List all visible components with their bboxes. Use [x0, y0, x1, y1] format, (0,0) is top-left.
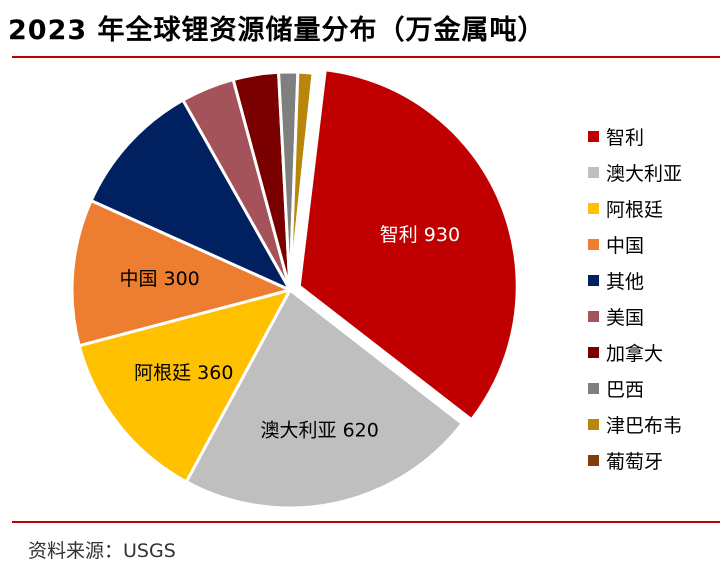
legend-item: 其他 — [588, 262, 682, 298]
bottom-divider — [12, 521, 720, 523]
legend-label: 智利 — [606, 126, 645, 149]
legend-swatch — [588, 274, 599, 286]
slice-data-label: 中国 300 — [119, 268, 199, 290]
chart-legend: 智利澳大利亚阿根廷中国其他美国加拿大巴西津巴布韦葡萄牙 — [588, 118, 682, 478]
slice-data-label: 澳大利亚 620 — [261, 419, 379, 441]
legend-label: 其他 — [606, 270, 645, 293]
slice-data-label: 阿根廷 360 — [134, 362, 233, 384]
legend-item: 加拿大 — [588, 334, 682, 370]
chart-title: 2023 年全球锂资源储量分布（万金属吨） — [8, 15, 546, 46]
legend-label: 巴西 — [606, 378, 645, 401]
legend-item: 巴西 — [588, 370, 682, 406]
pie-chart: 智利 930 澳大利亚 620 阿根廷 360 中国 300 — [70, 68, 519, 510]
source-note: 资料来源：USGS — [28, 540, 176, 562]
legend-item: 津巴布韦 — [588, 406, 682, 442]
top-divider — [12, 56, 720, 58]
legend-item: 中国 — [588, 226, 682, 262]
legend-item: 美国 — [588, 298, 682, 334]
pie-slice-5 — [89, 98, 294, 294]
legend-swatch — [588, 238, 599, 250]
slice-data-label: 智利 930 — [380, 224, 460, 246]
legend-label: 中国 — [606, 234, 645, 257]
legend-swatch — [588, 454, 599, 466]
legend-swatch — [588, 130, 599, 142]
legend-label: 津巴布韦 — [606, 414, 683, 437]
legend-item: 阿根廷 — [588, 190, 682, 226]
legend-item: 澳大利亚 — [588, 154, 682, 190]
pie-slice-3 — [77, 287, 293, 484]
pie-slice-1 — [297, 68, 519, 422]
legend-label: 加拿大 — [606, 342, 664, 365]
legend-swatch — [588, 382, 599, 394]
legend-label: 澳大利亚 — [606, 162, 683, 185]
legend-label: 葡萄牙 — [606, 450, 664, 473]
legend-item: 智利 — [588, 118, 682, 154]
legend-swatch — [588, 310, 599, 322]
legend-swatch — [588, 202, 599, 214]
legend-label: 美国 — [606, 306, 645, 329]
pie-slice-4 — [70, 198, 295, 348]
legend-swatch — [588, 418, 599, 430]
pie-slice-10 — [288, 71, 318, 291]
legend-swatch — [588, 166, 599, 178]
legend-item: 葡萄牙 — [588, 442, 682, 478]
legend-label: 阿根廷 — [606, 198, 664, 221]
legend-swatch — [588, 346, 599, 358]
pie-slice-2 — [184, 287, 465, 510]
